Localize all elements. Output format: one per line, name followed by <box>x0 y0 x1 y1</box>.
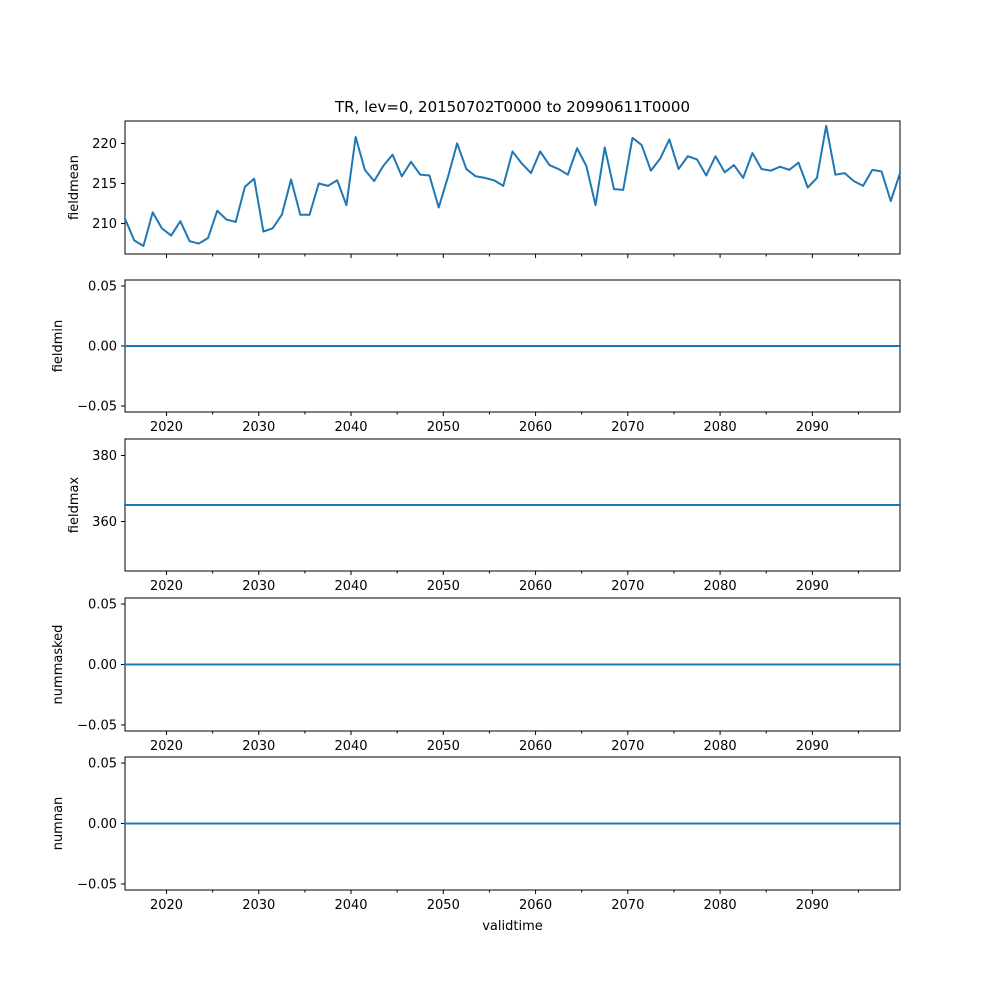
x-tick-label: 2040 <box>334 420 367 435</box>
x-tick-label: 2020 <box>150 420 183 435</box>
y-tick-label: 360 <box>92 515 117 530</box>
y-tick-label: 0.05 <box>88 598 117 613</box>
y-tick-label: 0.00 <box>88 658 117 673</box>
x-tick-label: 2070 <box>611 898 644 913</box>
x-tick-label: 2070 <box>611 579 644 594</box>
y-tick-label: 0.00 <box>88 817 117 832</box>
x-tick-label: 2080 <box>704 579 737 594</box>
x-tick-label: 2090 <box>796 420 829 435</box>
y-tick-label: 220 <box>92 137 117 152</box>
x-tick-label: 2080 <box>704 739 737 754</box>
x-tick-label: 2020 <box>150 739 183 754</box>
x-tick-label: 2080 <box>704 420 737 435</box>
x-tick-label: 2060 <box>519 739 552 754</box>
y-tick-label: 210 <box>92 217 117 232</box>
x-tick-label: 2060 <box>519 898 552 913</box>
y-tick-label: −0.05 <box>77 718 117 733</box>
x-tick-label: 2090 <box>796 898 829 913</box>
x-tick-label: 2040 <box>334 739 367 754</box>
x-tick-label: 2050 <box>427 420 460 435</box>
x-tick-label: 2060 <box>519 579 552 594</box>
x-tick-label: 2090 <box>796 579 829 594</box>
series-line-fieldmean <box>123 124 902 247</box>
y-tick-label: 215 <box>92 177 117 192</box>
x-axis-label: validtime <box>482 919 543 934</box>
y-axis-label: fieldmin <box>51 320 66 373</box>
y-tick-label: 0.05 <box>88 280 117 295</box>
x-tick-label: 2030 <box>242 898 275 913</box>
x-tick-label: 2040 <box>334 579 367 594</box>
x-tick-label: 2080 <box>704 898 737 913</box>
x-tick-label: 2030 <box>242 739 275 754</box>
panel-fieldmean: 210 215 220 fieldmean <box>67 120 902 258</box>
x-tick-label: 2040 <box>334 898 367 913</box>
y-tick-label: 0.00 <box>88 340 117 355</box>
panel-fieldmin: 2020 2030 2040 2050 2060 2070 2080 2090 0.05 0.00… <box>51 279 901 435</box>
x-tick-label: 2050 <box>427 579 460 594</box>
x-tick-label: 2020 <box>150 579 183 594</box>
x-tick-label: 2070 <box>611 420 644 435</box>
y-tick-label: 0.05 <box>88 757 117 772</box>
x-tick-label: 2030 <box>242 420 275 435</box>
axes-frame <box>124 120 901 255</box>
x-tick-label: 2020 <box>150 898 183 913</box>
x-tick-label: 2090 <box>796 739 829 754</box>
chart-title: TR, lev=0, 20150702T0000 to 20990611T000… <box>334 98 690 116</box>
y-axis-label: numnan <box>51 797 66 851</box>
panel-fieldmax: 2020 2030 2040 2050 2060 2070 2080 2090 380 360 fi… <box>67 438 901 594</box>
y-tick-label: −0.05 <box>77 400 117 415</box>
x-tick-label: 2060 <box>519 420 552 435</box>
y-axis-label: fieldmax <box>67 477 82 534</box>
x-tick-label: 2070 <box>611 739 644 754</box>
y-tick-label: −0.05 <box>77 877 117 892</box>
y-axis-label: nummasked <box>51 625 66 705</box>
panel-nummasked: 2020 2030 2040 2050 2060 2070 2080 2090 0.05 0.00… <box>51 597 901 754</box>
y-axis-label: fieldmean <box>67 155 82 220</box>
x-tick-label: 2050 <box>427 898 460 913</box>
panel-numnan: 2020 2030 2040 2050 2060 2070 2080 2090 0.05 0.00… <box>51 756 901 913</box>
y-tick-label: 380 <box>92 449 117 464</box>
x-tick-label: 2030 <box>242 579 275 594</box>
x-tick-label: 2050 <box>427 739 460 754</box>
